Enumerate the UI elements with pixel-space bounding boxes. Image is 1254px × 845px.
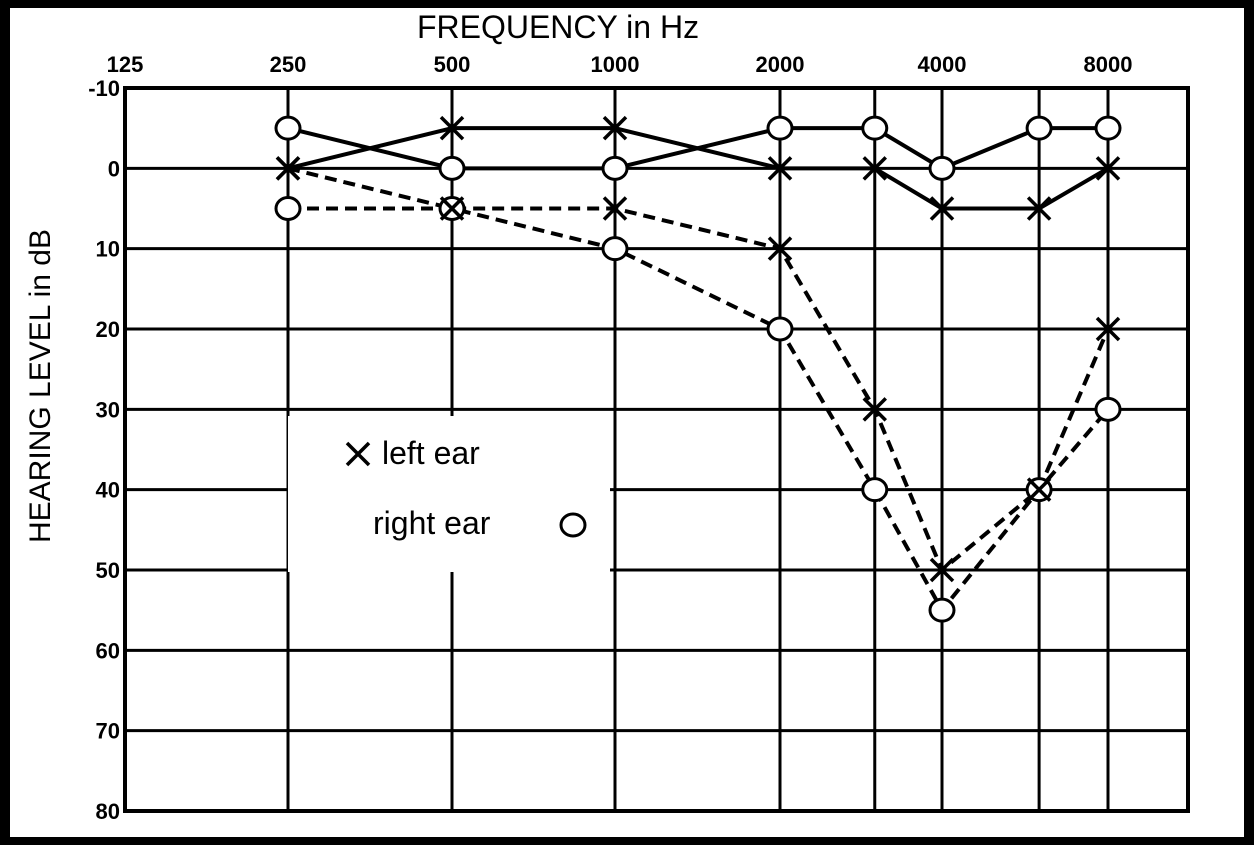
y-tick-label: 10 bbox=[96, 237, 120, 262]
data-point-left-ear bbox=[602, 115, 628, 141]
y-tick-label: -10 bbox=[88, 76, 120, 101]
chart-title: FREQUENCY in Hz bbox=[417, 9, 699, 45]
series-line-left-ear-solid bbox=[287, 126, 1110, 211]
data-point-right-ear bbox=[438, 155, 466, 181]
data-point-right-ear bbox=[274, 196, 302, 221]
legend-left-ear-marker bbox=[345, 441, 371, 467]
data-point-left-ear bbox=[602, 196, 628, 221]
data-point-right-ear bbox=[766, 316, 794, 342]
y-tick-label: 80 bbox=[96, 799, 120, 824]
plot-border bbox=[123, 86, 1190, 813]
data-point-left-ear bbox=[1026, 196, 1052, 221]
y-axis-label: HEARING LEVEL in dB bbox=[24, 229, 57, 543]
data-point-right-ear bbox=[274, 115, 302, 141]
data-point-left-ear bbox=[862, 397, 888, 422]
data-point-left-ear bbox=[439, 115, 465, 141]
x-tick-label: 500 bbox=[434, 52, 471, 77]
legend-x-glyph bbox=[345, 441, 371, 467]
legend-right-ear-marker bbox=[559, 512, 587, 538]
data-point-right-ear bbox=[861, 477, 889, 503]
data-point-right-ear bbox=[1094, 115, 1122, 141]
data-point-right-ear bbox=[601, 155, 629, 181]
data-point-right-ear bbox=[861, 115, 889, 141]
y-tick-label: 30 bbox=[96, 397, 120, 422]
x-tick-label: 4000 bbox=[918, 52, 967, 77]
x-tick-label: 2000 bbox=[756, 52, 805, 77]
x-tick-label: 1000 bbox=[591, 52, 640, 77]
data-point-right-ear bbox=[1094, 396, 1122, 422]
data-point-right-ear bbox=[1025, 115, 1053, 141]
legend-left-ear-label: left ear bbox=[382, 435, 480, 471]
legend-o-glyph bbox=[559, 512, 587, 538]
audiogram-frame: FREQUENCY in Hz 125 250 500 1000 2000 4000 800… bbox=[10, 8, 1244, 837]
data-point-left-ear bbox=[862, 156, 888, 181]
audiogram-chart: FREQUENCY in Hz 125 250 500 1000 2000 4000 800… bbox=[24, 9, 1190, 824]
data-point-right-ear bbox=[928, 597, 956, 623]
data-point-right-ear bbox=[928, 155, 956, 181]
y-tick-label: 0 bbox=[108, 156, 120, 181]
data-point-left-ear bbox=[767, 156, 793, 181]
y-tick-label: 70 bbox=[96, 719, 120, 744]
data-point-left-ear bbox=[767, 236, 793, 261]
data-point-left-ear bbox=[439, 196, 465, 221]
y-tick-label: 50 bbox=[96, 558, 120, 583]
y-tick-label: 60 bbox=[96, 638, 120, 663]
series-line-left-ear-dashed bbox=[287, 166, 1110, 574]
legend-box bbox=[288, 416, 610, 572]
data-point-left-ear bbox=[1026, 477, 1052, 502]
legend: left ear right ear bbox=[288, 416, 610, 572]
x-tick-label: 125 bbox=[107, 52, 144, 77]
legend-right-ear-label: right ear bbox=[373, 505, 491, 541]
data-point-left-ear bbox=[1095, 316, 1121, 342]
data-point-left-ear bbox=[1095, 156, 1121, 181]
data-point-right-ear bbox=[601, 236, 629, 262]
data-point-right-ear bbox=[766, 115, 794, 141]
y-tick-label: 20 bbox=[96, 317, 120, 342]
x-tick-label: 250 bbox=[270, 52, 307, 77]
data-point-left-ear bbox=[929, 557, 955, 583]
x-tick-label: 8000 bbox=[1084, 52, 1133, 77]
series-line-right-ear-solid bbox=[287, 126, 1108, 171]
y-tick-label: 40 bbox=[96, 478, 120, 503]
data-point-left-ear bbox=[929, 196, 955, 221]
data-point-left-ear bbox=[275, 156, 301, 181]
series-line-right-ear-dashed bbox=[288, 206, 1110, 614]
